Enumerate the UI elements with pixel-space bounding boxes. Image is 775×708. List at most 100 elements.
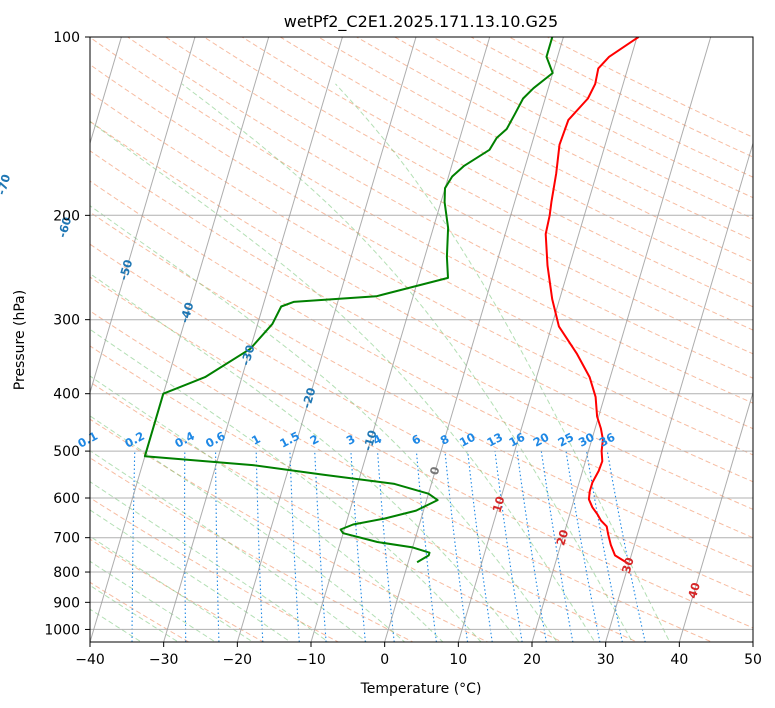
- isotherm-label: 30: [619, 556, 637, 575]
- isotherm-line: [163, 37, 343, 642]
- mixing-ratio-label: 25: [555, 430, 576, 450]
- y-tick-label: 200: [53, 208, 80, 224]
- temperature-profile: [544, 37, 640, 565]
- mixing-ratio-label: 30: [576, 430, 597, 450]
- mixing-ratio-label: 13: [484, 430, 505, 450]
- y-axis: 100 200 300 400 500 600 700 800 900 1000: [44, 30, 90, 638]
- isotherm-line: [310, 37, 491, 642]
- isotherm-line: [457, 37, 638, 642]
- x-tick-label: −20: [223, 652, 253, 668]
- isotherm-label: -30: [238, 343, 257, 367]
- moist-adiabat-line: [90, 375, 444, 642]
- isotherm-label: -40: [177, 301, 196, 325]
- dry-adiabat-line: [90, 150, 753, 510]
- mixing-ratio-line: [314, 451, 327, 642]
- x-axis: −40 −30 −20 −10 0 10 20 30 40 50: [75, 642, 762, 668]
- isotherm-label: 20: [553, 528, 571, 547]
- mixing-ratio-label: 36: [597, 430, 618, 450]
- moist-adiabat-line: [335, 83, 671, 642]
- isotherm-line: [90, 37, 196, 395]
- dry-adiabat-line: [90, 92, 753, 456]
- mixing-ratio-line: [289, 451, 300, 642]
- isotherm-line: [90, 37, 122, 146]
- dry-adiabat-line: [90, 180, 753, 539]
- mixing-ratio-line: [215, 451, 220, 642]
- dry-adiabat-line: [90, 211, 753, 568]
- mixing-ratio-line: [606, 451, 646, 642]
- moist-adiabat-line: [90, 608, 143, 642]
- isotherm-line: [605, 141, 753, 642]
- isotherm-line: [531, 37, 712, 642]
- mixing-ratio-line: [184, 451, 187, 642]
- moist-adiabat-line: [90, 450, 368, 642]
- moist-adiabat-line: [181, 83, 633, 642]
- dry-adiabat-line: [317, 37, 753, 263]
- moist-adiabat-line: [90, 328, 482, 642]
- isotherm-label: 40: [685, 581, 703, 600]
- isotherm-label: -10: [360, 429, 379, 453]
- isotherm-label: -50: [116, 258, 135, 282]
- sounding-profiles: [143, 37, 640, 565]
- dry-adiabat-line: [90, 538, 265, 642]
- isotherm-label: 10: [490, 495, 508, 514]
- moist-adiabat-line: [90, 415, 406, 642]
- y-tick-label: 600: [53, 491, 80, 507]
- isotherm-line: [384, 37, 564, 642]
- dry-adiabat-line: [126, 37, 753, 379]
- moist-adiabat-line: [90, 205, 558, 642]
- isotherm-line: [90, 37, 270, 642]
- dry-adiabat-line: [90, 243, 753, 598]
- mixing-ratio-label: 20: [531, 430, 552, 450]
- dry-adiabat-line: [470, 37, 753, 178]
- x-tick-label: 40: [670, 652, 688, 668]
- moist-adiabat-line: [90, 560, 217, 642]
- x-tick-label: 10: [449, 652, 467, 668]
- chart-title: wetPf2_C2E1.2025.171.13.10.G25: [284, 12, 558, 32]
- y-tick-label: 900: [53, 595, 80, 611]
- dry-adiabat-line: [546, 37, 753, 138]
- x-tick-label: 20: [523, 652, 541, 668]
- isotherm-label: -20: [299, 386, 318, 410]
- x-tick-label: −40: [75, 652, 105, 668]
- isotherm-line: [678, 390, 753, 642]
- y-tick-label: 100: [53, 30, 80, 46]
- x-tick-label: 50: [744, 652, 762, 668]
- dry-adiabat-line: [90, 310, 713, 642]
- isotherm-label: 0: [427, 465, 443, 477]
- y-tick-label: 700: [53, 531, 80, 547]
- y-tick-label: 800: [53, 565, 80, 581]
- y-tick-label: 500: [53, 444, 80, 460]
- y-tick-label: 1000: [44, 622, 80, 638]
- moist-adiabat-line: [90, 273, 520, 642]
- moist-adiabat-line: [90, 535, 254, 642]
- dry-adiabat-line: [90, 276, 753, 629]
- x-tick-label: −30: [149, 652, 179, 668]
- y-tick-label: 300: [53, 313, 80, 329]
- mixing-ratio-label: 16: [507, 430, 528, 450]
- x-tick-label: 0: [380, 652, 389, 668]
- x-axis-label: Temperature (°C): [360, 681, 482, 697]
- moist-adiabats: [90, 83, 671, 642]
- isotherm-lines: [90, 37, 753, 642]
- mixing-ratio-label: 10: [457, 430, 478, 450]
- dry-adiabat-line: [508, 37, 753, 158]
- isobar-lines: [90, 37, 753, 630]
- dry-adiabat-line: [431, 37, 753, 199]
- plot-area: [90, 37, 753, 642]
- mixing-ratio-line: [131, 451, 136, 642]
- isotherm-line: [236, 37, 417, 642]
- dry-adiabat-line: [90, 37, 753, 404]
- moist-adiabat-line: [90, 120, 596, 642]
- dry-adiabat-line: [90, 120, 753, 483]
- y-axis-label: Pressure (hPa): [12, 290, 28, 390]
- y-tick-label: 400: [53, 387, 80, 403]
- plot-frame: [89, 36, 754, 643]
- x-tick-label: −10: [296, 652, 326, 668]
- moist-adiabat-line: [90, 509, 292, 642]
- dewpoint-profile: [143, 37, 554, 564]
- isotherm-label: -60: [55, 215, 74, 239]
- dry-adiabat-line: [355, 37, 753, 241]
- dry-adiabat-line: [90, 64, 753, 430]
- dry-adiabat-line: [164, 37, 753, 355]
